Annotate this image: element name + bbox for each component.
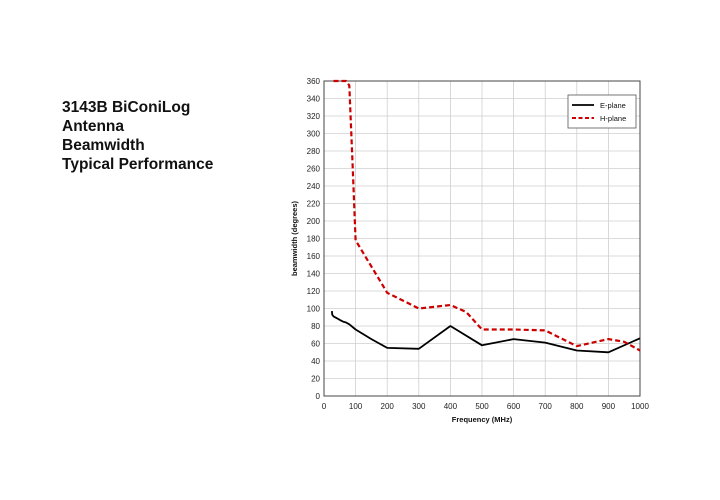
legend: E-plane H-plane bbox=[567, 94, 637, 129]
y-tick-label: 180 bbox=[307, 235, 321, 244]
x-tick-label: 700 bbox=[539, 402, 553, 411]
y-tick-label: 20 bbox=[311, 375, 320, 384]
series-line-e-plane bbox=[331, 311, 641, 354]
y-tick-label: 300 bbox=[307, 130, 321, 139]
x-tick-label: 400 bbox=[444, 402, 458, 411]
y-tick-label: 120 bbox=[307, 287, 321, 296]
y-tick-label: 340 bbox=[307, 95, 321, 104]
y-tick-label: 40 bbox=[311, 357, 320, 366]
y-tick-label: 360 bbox=[307, 77, 321, 86]
heading-line-1: 3143B BiConiLog bbox=[62, 99, 191, 116]
x-tick-label: 200 bbox=[381, 402, 395, 411]
x-tick-label: 500 bbox=[475, 402, 489, 411]
y-tick-label: 140 bbox=[307, 270, 321, 279]
x-tick-label: 600 bbox=[507, 402, 521, 411]
heading-line-2: Antenna bbox=[62, 118, 124, 135]
y-axis-label: beamwidth (degrees) bbox=[290, 200, 299, 276]
y-tick-label: 200 bbox=[307, 217, 321, 226]
y-tick-label: 240 bbox=[307, 182, 321, 191]
x-tick-label: 1000 bbox=[631, 402, 649, 411]
x-tick-label: 100 bbox=[349, 402, 363, 411]
y-tick-label: 320 bbox=[307, 112, 321, 121]
y-tick-label: 0 bbox=[316, 392, 321, 401]
legend-box bbox=[567, 94, 637, 129]
y-tick-label: 260 bbox=[307, 165, 321, 174]
heading-line-4: Typical Performance bbox=[62, 156, 214, 173]
x-tick-label: 0 bbox=[322, 402, 327, 411]
series-line-h-plane bbox=[333, 79, 641, 352]
x-tick-label: 900 bbox=[602, 402, 616, 411]
series-layer bbox=[331, 79, 641, 354]
y-tick-label: 60 bbox=[311, 340, 320, 349]
y-tick-label: 160 bbox=[307, 252, 321, 261]
heading-line-3: Beamwidth bbox=[62, 137, 145, 154]
y-tick-label: 100 bbox=[307, 305, 321, 314]
chart-heading: 3143B BiConiLog Antenna Beamwidth Typica… bbox=[62, 98, 213, 174]
x-axis-label: Frequency (MHz) bbox=[452, 415, 513, 424]
x-tick-label: 300 bbox=[412, 402, 426, 411]
y-tick-label: 80 bbox=[311, 322, 320, 331]
y-tick-label: 280 bbox=[307, 147, 321, 156]
plot-frame bbox=[323, 80, 641, 397]
y-tick-label: 220 bbox=[307, 200, 321, 209]
legend-label-e-plane: E-plane bbox=[600, 101, 626, 110]
x-tick-label: 800 bbox=[570, 402, 584, 411]
legend-label-h-plane: H-plane bbox=[600, 114, 626, 123]
tick-labels: 0 100 200 300 400 500 600 700 800 900 1000 0 20 40 60 8… bbox=[307, 77, 650, 411]
